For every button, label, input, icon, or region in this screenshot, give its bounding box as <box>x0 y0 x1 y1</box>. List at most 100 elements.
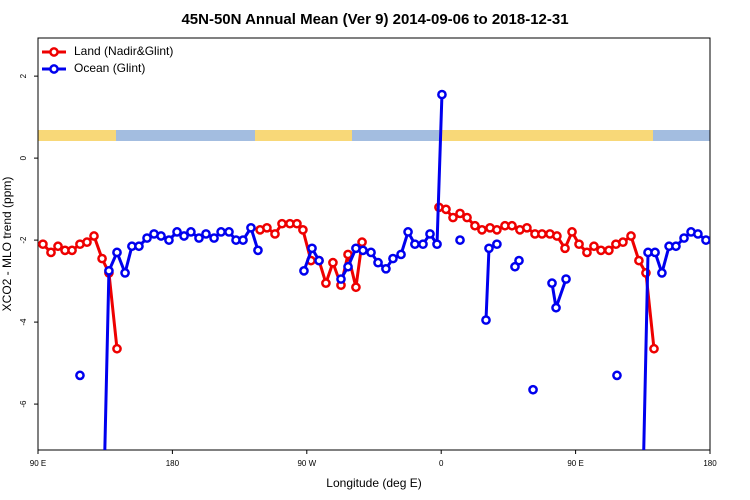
y-tick-label: -4 <box>19 318 28 326</box>
legend-marker <box>49 64 59 74</box>
point <box>552 231 562 241</box>
point <box>462 212 472 223</box>
point <box>134 241 144 252</box>
point <box>388 253 398 264</box>
point <box>701 235 710 245</box>
point <box>448 212 458 223</box>
x-tick-label: 180 <box>166 459 180 468</box>
point <box>292 218 302 229</box>
point <box>693 229 703 239</box>
x-tick-label: 90 W <box>297 459 316 468</box>
point <box>547 278 557 289</box>
point <box>224 227 234 237</box>
point <box>164 235 174 245</box>
point <box>671 241 681 252</box>
point <box>561 274 571 284</box>
point <box>589 241 599 252</box>
point <box>366 247 376 258</box>
point <box>89 231 99 241</box>
point <box>104 266 114 276</box>
point <box>528 384 538 395</box>
point <box>216 227 226 237</box>
point <box>262 222 272 233</box>
point <box>481 315 491 325</box>
point <box>650 247 660 258</box>
point <box>455 235 465 245</box>
point <box>75 370 85 381</box>
point <box>357 237 367 248</box>
point <box>321 278 331 289</box>
x-axis-label: Longitude (deg E) <box>326 476 421 490</box>
point <box>574 239 584 250</box>
point <box>612 370 622 381</box>
point <box>582 247 592 258</box>
y-tick-label: -2 <box>19 236 28 244</box>
point <box>455 208 465 219</box>
point <box>100 482 107 489</box>
point <box>246 222 256 233</box>
point <box>277 218 287 229</box>
point <box>492 239 502 250</box>
point <box>53 241 63 252</box>
series-line <box>103 94 707 450</box>
point <box>418 239 428 250</box>
point <box>358 245 368 256</box>
point <box>560 243 570 254</box>
point <box>336 274 346 284</box>
point <box>596 245 606 256</box>
point <box>381 263 391 274</box>
point <box>403 227 413 237</box>
point <box>299 266 309 276</box>
y-tick-label: 2 <box>19 73 28 78</box>
x-tick-label: 180 <box>703 459 717 468</box>
point <box>551 302 561 313</box>
point <box>209 233 219 243</box>
point <box>484 243 494 254</box>
point <box>112 247 122 258</box>
point <box>657 268 667 278</box>
point <box>373 257 383 268</box>
point <box>351 282 361 293</box>
point <box>120 268 130 278</box>
point <box>639 482 646 489</box>
point <box>514 255 524 266</box>
point <box>343 261 353 272</box>
legend-label: Land (Nadir&Glint) <box>74 44 173 58</box>
point <box>567 227 577 237</box>
point <box>679 233 689 243</box>
x-tick-label: 0 <box>439 459 444 468</box>
point <box>112 343 122 354</box>
point <box>156 231 166 241</box>
point <box>507 220 517 231</box>
point <box>425 229 435 239</box>
point <box>396 249 406 260</box>
chart-title: 45N-50N Annual Mean (Ver 9) 2014-09-06 t… <box>181 11 568 28</box>
point <box>604 245 614 256</box>
land-ocean-strip <box>38 130 710 141</box>
x-tick-label: 90 E <box>567 459 583 468</box>
y-tick-label: -6 <box>19 400 28 408</box>
point <box>343 249 353 260</box>
point <box>38 239 48 250</box>
x-tick-label: 90 E <box>30 459 46 468</box>
point <box>477 225 487 235</box>
point <box>67 245 77 256</box>
legend-marker <box>49 47 59 57</box>
y-tick-label: 0 <box>19 155 28 160</box>
point <box>201 229 211 239</box>
point <box>437 89 447 100</box>
point <box>634 255 644 266</box>
point <box>307 243 317 254</box>
point <box>537 229 547 239</box>
point <box>410 239 420 250</box>
point <box>492 225 502 235</box>
point <box>441 204 451 215</box>
plot-area <box>38 89 710 489</box>
point <box>432 239 442 250</box>
point <box>46 247 56 258</box>
point <box>253 245 263 256</box>
point <box>186 227 196 237</box>
point <box>179 231 189 241</box>
point <box>470 220 480 231</box>
